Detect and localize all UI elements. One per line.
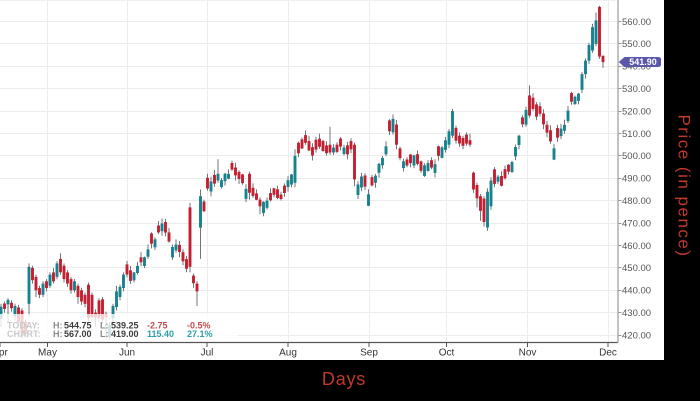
svg-text:530.00: 530.00 <box>622 84 651 95</box>
svg-text:L:: L: <box>100 321 109 331</box>
svg-text:567.00: 567.00 <box>64 329 92 339</box>
svg-text:544.75: 544.75 <box>64 321 92 331</box>
svg-text:Aug: Aug <box>279 348 297 359</box>
svg-text:H:: H: <box>53 321 63 331</box>
svg-text:Jul: Jul <box>201 348 214 359</box>
svg-text:440.00: 440.00 <box>622 286 651 297</box>
svg-text:Price (in pence): Price (in pence) <box>675 114 694 257</box>
svg-text:419.00: 419.00 <box>111 329 139 339</box>
svg-text:115.40: 115.40 <box>147 329 174 339</box>
svg-text:450.00: 450.00 <box>622 263 651 274</box>
svg-text:Jun: Jun <box>119 348 135 359</box>
svg-text:Apr: Apr <box>0 348 8 359</box>
svg-text:CHART:: CHART: <box>7 329 41 339</box>
svg-text:Sep: Sep <box>360 348 378 359</box>
svg-text:540.00: 540.00 <box>622 62 651 73</box>
svg-text:Dec: Dec <box>599 348 617 359</box>
svg-text:470.00: 470.00 <box>622 218 651 229</box>
svg-text:480.00: 480.00 <box>622 196 651 207</box>
svg-text:H:: H: <box>53 329 63 339</box>
svg-text:550.00: 550.00 <box>622 39 651 50</box>
svg-text:460.00: 460.00 <box>622 241 651 252</box>
svg-text:-0.5%: -0.5% <box>187 321 211 331</box>
svg-text:Oct: Oct <box>439 348 455 359</box>
svg-text:L:: L: <box>100 329 109 339</box>
svg-text:500.00: 500.00 <box>622 151 651 162</box>
svg-text:541.90: 541.90 <box>629 57 657 67</box>
svg-text:420.00: 420.00 <box>622 330 651 341</box>
svg-text:560.00: 560.00 <box>622 17 651 28</box>
svg-text:539.25: 539.25 <box>111 321 139 331</box>
svg-text:510.00: 510.00 <box>622 129 651 140</box>
svg-text:TODAY:: TODAY: <box>7 321 40 331</box>
svg-text:490.00: 490.00 <box>622 174 651 185</box>
svg-text:520.00: 520.00 <box>622 106 651 117</box>
svg-text:May: May <box>38 348 57 359</box>
svg-text:-2.75: -2.75 <box>147 321 168 331</box>
svg-text:27.1%: 27.1% <box>187 329 213 339</box>
svg-text:Nov: Nov <box>519 348 537 359</box>
svg-text:430.00: 430.00 <box>622 308 651 319</box>
svg-text:Days: Days <box>322 369 366 389</box>
